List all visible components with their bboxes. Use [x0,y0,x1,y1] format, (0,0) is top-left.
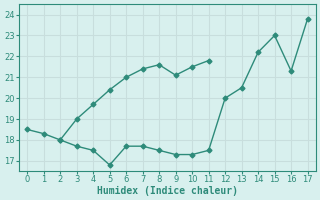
X-axis label: Humidex (Indice chaleur): Humidex (Indice chaleur) [97,186,238,196]
